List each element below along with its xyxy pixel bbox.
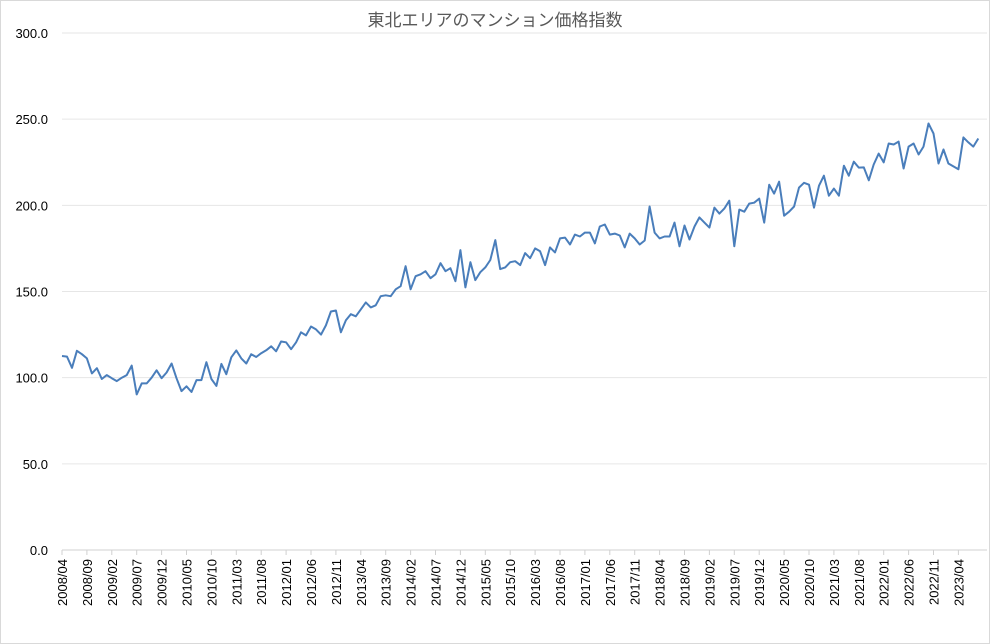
- y-axis: 0.0 50.0 100.0 150.0 200.0 250.0 300.0: [15, 26, 48, 558]
- x-tick-label: 2018/09: [678, 559, 693, 606]
- x-tick-label: 2012/06: [304, 559, 319, 606]
- x-tick-label: 2019/12: [752, 559, 767, 606]
- x-tick-label: 2017/06: [603, 559, 618, 606]
- y-tick-label: 100.0: [15, 371, 48, 386]
- x-tick-label: 2015/05: [478, 559, 493, 606]
- y-tick-label: 300.0: [15, 26, 48, 41]
- x-tick-label: 2021/08: [852, 559, 867, 606]
- chart-title: 東北エリアのマンション価格指数: [367, 11, 623, 31]
- series-line: [61, 122, 980, 396]
- x-tick-label: 2008/09: [80, 559, 95, 606]
- x-tick-label: 2010/05: [180, 559, 195, 606]
- x-tick-label: 2009/02: [105, 559, 120, 606]
- y-tick-label: 150.0: [15, 285, 48, 300]
- x-tick-label: 2014/07: [429, 559, 444, 606]
- x-tick-label: 2023/04: [951, 559, 966, 606]
- x-tick-label: 2011/03: [229, 559, 244, 605]
- x-tick-label: 2012/11: [329, 559, 344, 605]
- x-tick-label: 2009/12: [155, 559, 170, 606]
- x-tick-label: 2022/11: [927, 559, 942, 605]
- x-tick-label: 2014/12: [453, 559, 468, 606]
- x-tick-label: 2011/08: [254, 559, 269, 605]
- x-tick-label: 2018/04: [653, 559, 668, 606]
- x-tick-label: 2020/05: [777, 559, 792, 606]
- x-tick-label: 2022/06: [902, 559, 917, 606]
- y-tick-label: 200.0: [15, 198, 48, 213]
- x-tick-label: 2016/08: [553, 559, 568, 606]
- x-tick-label: 2015/10: [503, 559, 518, 606]
- x-tick-label: 2017/01: [578, 559, 593, 606]
- x-tick-label: 2013/04: [354, 559, 369, 606]
- x-tick-label: 2009/07: [130, 559, 145, 606]
- x-tick-label: 2022/01: [877, 559, 892, 606]
- x-tick-label: 2020/10: [802, 559, 817, 606]
- x-axis: 2008/04 2008/09 2009/02 2009/07 2009/12 2010/…: [55, 550, 966, 606]
- x-tick-label: 2012/01: [279, 559, 294, 606]
- y-tick-label: 250.0: [15, 112, 48, 127]
- x-tick-label: 2008/04: [55, 559, 70, 606]
- y-tick-label: 50.0: [23, 457, 48, 472]
- x-tick-label: 2010/10: [204, 559, 219, 606]
- x-tick-label: 2019/02: [702, 559, 717, 606]
- x-tick-label: 2019/07: [727, 559, 742, 606]
- x-tick-label: 2021/03: [827, 559, 842, 606]
- x-tick-label: 2017/11: [628, 559, 643, 605]
- x-tick-label: 2013/09: [379, 559, 394, 606]
- x-tick-label: 2016/03: [528, 559, 543, 606]
- y-tick-label: 0.0: [30, 543, 48, 558]
- gridlines: [62, 32, 987, 551]
- x-tick-label: 2014/02: [404, 559, 419, 606]
